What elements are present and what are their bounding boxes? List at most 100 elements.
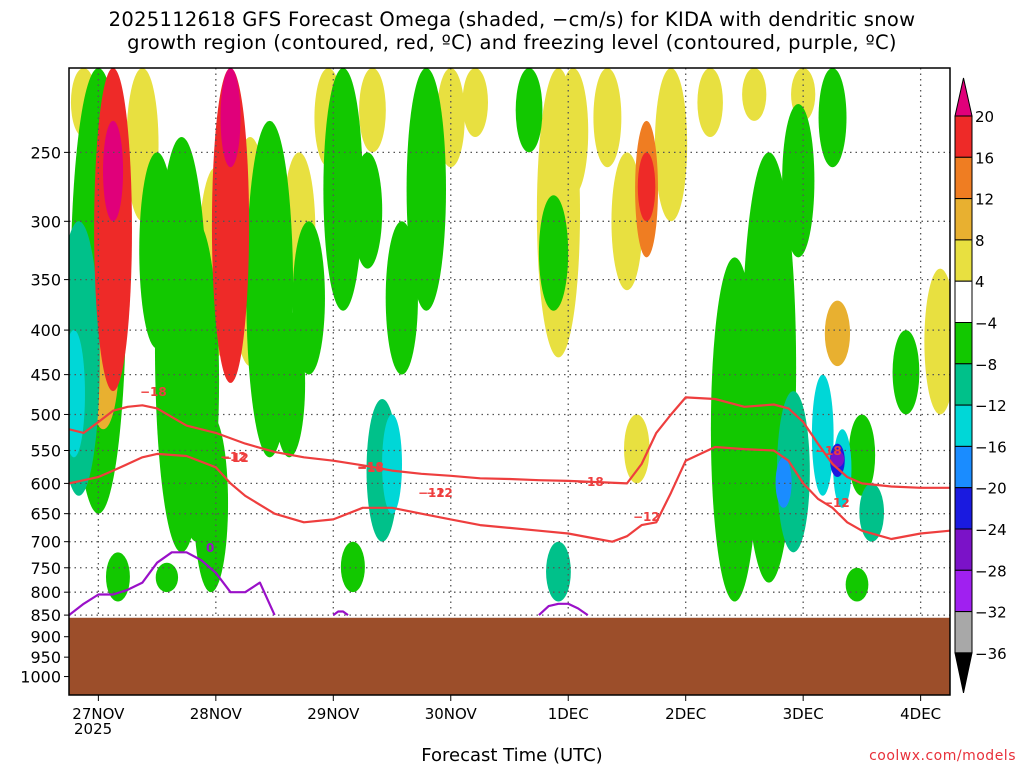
omega-region bbox=[515, 68, 543, 153]
y-tick-label: 600 bbox=[30, 474, 61, 493]
plot-area bbox=[69, 68, 950, 695]
omega-region bbox=[69, 330, 85, 458]
omega-region bbox=[462, 68, 488, 137]
y-tick-label: 500 bbox=[30, 405, 61, 424]
colorbar-label: −8 bbox=[975, 356, 997, 374]
omega-region bbox=[782, 104, 815, 258]
contour-label: −12 bbox=[220, 450, 247, 464]
omega-shading bbox=[69, 68, 950, 602]
omega-region bbox=[220, 68, 241, 168]
omega-region bbox=[103, 120, 124, 222]
omega-region bbox=[155, 562, 179, 593]
y-tick-label: 900 bbox=[30, 628, 61, 647]
contour-labels: −18−12−12−18−12−18−12−18−12−12−180 bbox=[140, 385, 850, 555]
omega-region bbox=[406, 68, 447, 311]
omega-region bbox=[697, 68, 723, 137]
omega-region bbox=[340, 541, 365, 593]
y-tick-label: 700 bbox=[30, 533, 61, 552]
colorbar-label: −20 bbox=[975, 480, 1007, 498]
omega-region bbox=[139, 152, 175, 349]
y-tick-label: 550 bbox=[30, 442, 61, 461]
x-tick-label: 4DEC bbox=[900, 705, 941, 723]
x-tick-label: 2DEC bbox=[665, 705, 706, 723]
colorbar-label: −28 bbox=[975, 562, 1007, 580]
omega-region bbox=[776, 391, 810, 553]
y-tick-label: 850 bbox=[30, 606, 61, 625]
contour-label: −18 bbox=[815, 444, 842, 458]
contour-label: −12 bbox=[426, 486, 453, 500]
y-tick-label: 450 bbox=[30, 366, 61, 385]
colorbar-swatch bbox=[954, 487, 973, 530]
contours bbox=[69, 396, 950, 617]
x-axis-year-label: 2025 bbox=[74, 720, 113, 738]
colorbar-swatch bbox=[954, 198, 973, 241]
chart-title-line2: growth region (contoured, red, ºC) and f… bbox=[127, 31, 897, 54]
contour-label: −12 bbox=[633, 510, 660, 524]
credit-link[interactable]: coolwx.com/models bbox=[869, 748, 1016, 764]
omega-region bbox=[859, 483, 885, 542]
omega-region bbox=[94, 68, 132, 392]
contour-label: −12 bbox=[823, 496, 850, 510]
contour-label: −18 bbox=[357, 460, 384, 474]
omega-region bbox=[193, 414, 229, 593]
y-tick-label: 250 bbox=[30, 143, 61, 162]
colorbar-top-arrow bbox=[954, 77, 973, 117]
contour-line bbox=[69, 445, 950, 543]
contour-label: −18 bbox=[577, 475, 604, 489]
y-tick-label: 1000 bbox=[20, 668, 61, 687]
contour-label: −12 bbox=[418, 486, 445, 500]
colorbar-label: −32 bbox=[975, 604, 1007, 622]
omega-region bbox=[611, 152, 643, 291]
colorbar-label: −24 bbox=[975, 521, 1007, 539]
x-tick-label: 1DEC bbox=[548, 705, 589, 723]
x-axis-ticks: 27NOV 28NOV 29NOV 30NOV 1DEC 2DEC 3DEC 4DEC bbox=[72, 695, 941, 723]
omega-region bbox=[292, 221, 325, 375]
colorbar-swatch bbox=[954, 363, 973, 406]
colorbar-label: 16 bbox=[975, 149, 994, 167]
contour-label: −12 bbox=[222, 451, 249, 465]
omega-region bbox=[811, 374, 834, 496]
contour-label: 0 bbox=[206, 541, 214, 555]
x-axis-label: Forecast Time (UTC) bbox=[421, 745, 603, 766]
omega-region bbox=[623, 414, 650, 484]
omega-region bbox=[830, 450, 845, 468]
y-axis-ticks: 250 300 350 400 450 500 550 600 650 700 750 800 850 9… bbox=[20, 143, 69, 687]
omega-region bbox=[546, 541, 571, 602]
omega-region bbox=[824, 300, 851, 367]
y-tick-label: 400 bbox=[30, 321, 61, 340]
contour-line bbox=[69, 396, 950, 489]
y-tick-label: 800 bbox=[30, 583, 61, 602]
omega-region bbox=[211, 68, 250, 383]
contour-line bbox=[332, 610, 349, 616]
omega-region bbox=[892, 330, 920, 415]
omega-region bbox=[654, 68, 688, 222]
colorbar-swatch bbox=[954, 404, 973, 447]
y-tick-label: 750 bbox=[30, 559, 61, 578]
colorbar-swatch bbox=[954, 156, 973, 200]
colorbar-bottom-arrow bbox=[954, 652, 973, 694]
colorbar-label: −4 bbox=[975, 315, 997, 333]
contour-line bbox=[69, 551, 276, 616]
colorbar-label: 4 bbox=[975, 273, 985, 291]
colorbar-swatch bbox=[954, 611, 973, 654]
colorbar-label: −16 bbox=[975, 438, 1007, 456]
omega-region bbox=[352, 152, 383, 269]
omega-region bbox=[558, 68, 589, 196]
colorbar-swatch bbox=[954, 528, 973, 571]
chart-title-line1: 2025112618 GFS Forecast Omega (shaded, −… bbox=[108, 8, 916, 31]
omega-region bbox=[848, 414, 876, 496]
colorbar: 20 16 12 8 4 −4 −8 −12 −16 −20 −24 −28 −32 −36 bbox=[954, 77, 1007, 694]
colorbar-label: 20 bbox=[975, 108, 994, 126]
omega-region bbox=[818, 68, 847, 168]
colorbar-label: 8 bbox=[975, 232, 985, 250]
omega-region bbox=[382, 414, 403, 514]
omega-region bbox=[593, 68, 622, 168]
colorbar-label: 12 bbox=[975, 191, 994, 209]
omega-region bbox=[742, 68, 767, 121]
contour-label: −18 bbox=[140, 385, 167, 399]
colorbar-swatch bbox=[954, 239, 973, 282]
colorbar-swatch bbox=[954, 280, 973, 324]
x-tick-label: 27NOV bbox=[72, 705, 125, 723]
contour-label: −18 bbox=[357, 461, 384, 475]
